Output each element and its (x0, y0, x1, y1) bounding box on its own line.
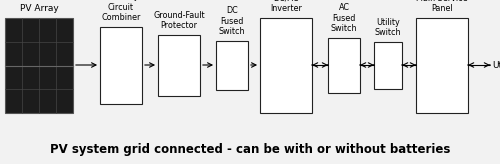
Bar (100, 27, 142, 104)
Bar (416, 18, 468, 113)
Text: PV Array
Circuit
Combiner: PV Array Circuit Combiner (102, 0, 140, 22)
Bar (260, 18, 312, 113)
Text: Utility
Switch: Utility Switch (375, 18, 401, 37)
Bar (158, 35, 200, 96)
Bar (328, 38, 360, 93)
Text: Main Service
Panel: Main Service Panel (416, 0, 468, 13)
Text: Ground-Fault
Protector: Ground-Fault Protector (153, 11, 205, 30)
Text: DC
Fused
Switch: DC Fused Switch (219, 6, 245, 36)
Text: PV Array: PV Array (20, 4, 59, 13)
Text: DC/AC
Inverter: DC/AC Inverter (270, 0, 302, 13)
Text: PV system grid connected - can be with or without batteries: PV system grid connected - can be with o… (50, 144, 450, 156)
Bar (374, 42, 402, 89)
Text: AC
Fused
Switch: AC Fused Switch (331, 3, 357, 33)
Bar (216, 41, 248, 90)
Bar (5, 18, 73, 113)
Text: Utility: Utility (492, 61, 500, 70)
